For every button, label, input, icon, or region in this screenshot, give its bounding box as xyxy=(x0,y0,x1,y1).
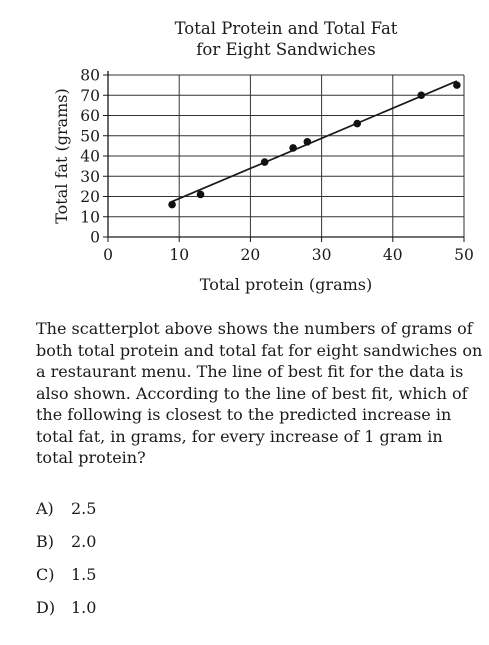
chart-axes xyxy=(107,71,464,238)
y-tick-label: 20 xyxy=(80,188,100,206)
y-tick-label: 0 xyxy=(90,229,100,247)
x-tick-label: 40 xyxy=(383,246,403,264)
choice-d[interactable]: D) 1.0 xyxy=(36,597,96,630)
y-tick-label: 10 xyxy=(80,208,100,226)
choice-value: 1.5 xyxy=(71,565,97,584)
chart-grid xyxy=(108,74,465,237)
data-point xyxy=(353,119,362,128)
choice-value: 2.0 xyxy=(71,532,97,551)
data-points xyxy=(168,81,461,209)
y-tick-label: 50 xyxy=(80,127,100,145)
chart-tick-labels: 0 10 20 30 40 50 60 70 80 0 10 20 30 40 50 xyxy=(80,67,474,265)
x-tick-label: 0 xyxy=(103,246,113,264)
choice-letter: D) xyxy=(36,598,56,617)
choice-letter: A) xyxy=(36,499,54,518)
choice-letter: C) xyxy=(36,565,55,584)
best-fit-line-group xyxy=(171,80,458,203)
choice-letter: B) xyxy=(36,532,54,551)
y-axis-label: Total fat (grams) xyxy=(52,88,71,224)
y-tick-label: 70 xyxy=(80,87,100,105)
data-point xyxy=(168,200,176,209)
y-tick-label: 30 xyxy=(80,168,100,186)
data-point xyxy=(453,81,461,89)
data-point xyxy=(196,190,205,199)
chart-title: Total Protein and Total Fat for Eight San… xyxy=(175,19,398,59)
chart-title-line: for Eight Sandwiches xyxy=(196,40,375,59)
y-tick-label: 80 xyxy=(80,67,100,85)
choice-b[interactable]: B) 2.0 xyxy=(36,531,96,564)
data-point xyxy=(303,138,312,146)
data-point xyxy=(417,91,426,100)
x-axis-label: Total protein (grams) xyxy=(200,275,372,294)
best-fit-line xyxy=(171,80,458,203)
scatterplot-figure: Total Protein and Total Fat for Eight San… xyxy=(52,19,474,294)
answer-choices: A) 2.5 B) 2.0 C) 1.5 D) 1.0 xyxy=(36,498,96,630)
x-tick-label: 20 xyxy=(241,246,261,264)
question-text: The scatterplot above shows the numbers … xyxy=(36,319,483,467)
choice-c[interactable]: C) 1.5 xyxy=(36,564,96,597)
choice-value: 2.5 xyxy=(71,499,97,518)
chart-title-line: Total Protein and Total Fat xyxy=(175,19,398,38)
y-tick-label: 40 xyxy=(80,148,100,166)
choice-a[interactable]: A) 2.5 xyxy=(36,498,96,531)
data-point xyxy=(260,158,269,166)
y-tick-label: 60 xyxy=(80,107,100,125)
x-tick-label: 50 xyxy=(454,246,474,264)
x-tick-label: 10 xyxy=(169,246,189,264)
choice-value: 1.0 xyxy=(71,598,97,617)
x-tick-label: 30 xyxy=(312,246,332,264)
data-point xyxy=(289,144,297,152)
